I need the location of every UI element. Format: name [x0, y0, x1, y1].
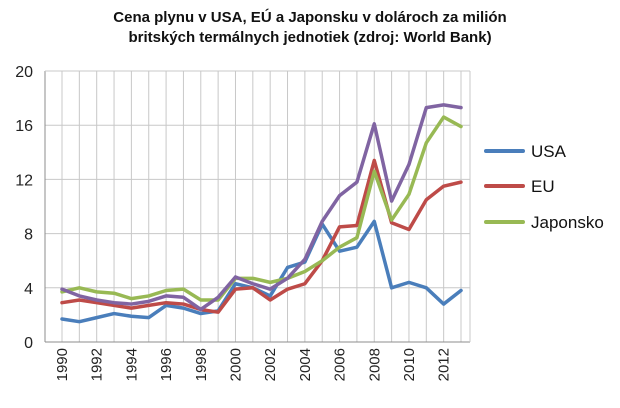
y-tick-label: 16	[15, 118, 33, 135]
legend-label-japonsko: Japonsko	[531, 213, 604, 232]
legend-label-eu: EU	[531, 177, 555, 196]
x-tick-label: 2008	[366, 348, 383, 381]
x-tick-label: 1998	[193, 348, 210, 381]
x-tick-label: 1996	[158, 348, 175, 381]
x-tick-label: 2010	[401, 348, 418, 381]
axes	[44, 70, 471, 343]
x-tick-label: 2004	[297, 348, 314, 381]
y-tick-label: 0	[24, 335, 33, 352]
chart-title-line-1: Cena plynu v USA, EÚ a Japonsku v doláro…	[113, 9, 507, 26]
x-tick-label: 1992	[89, 348, 106, 381]
series-lines	[60, 103, 463, 324]
x-tick-label: 2012	[436, 348, 453, 381]
y-tick-label: 20	[15, 64, 33, 81]
x-tick-label: 2006	[332, 348, 349, 381]
chart-title-line-2: britských termálnych jednotiek (zdroj: W…	[128, 29, 492, 46]
y-tick-label: 4	[24, 281, 33, 298]
legend: USA EU Japonsko	[484, 142, 604, 232]
x-tick-label: 1994	[123, 348, 140, 381]
series-line-japonsko	[60, 115, 463, 302]
series-line-eu	[60, 158, 463, 314]
x-axis-tick-labels: 1990 1992 1994 1996 1998 2000 2002 2004 2006 2008…	[54, 348, 453, 381]
x-tick-label: 1990	[54, 348, 71, 381]
y-tick-label: 12	[15, 172, 33, 189]
series-line-unlabeled	[60, 103, 463, 312]
y-axis-tick-labels: 0 4 8 12 16 20	[15, 64, 33, 352]
x-tick-label: 2000	[227, 348, 244, 381]
legend-label-usa: USA	[531, 142, 567, 161]
grid	[45, 70, 470, 342]
y-tick-label: 8	[24, 227, 33, 244]
chart-title: Cena plynu v USA, EÚ a Japonsku v doláro…	[0, 8, 620, 48]
x-tick-label: 2002	[262, 348, 279, 381]
